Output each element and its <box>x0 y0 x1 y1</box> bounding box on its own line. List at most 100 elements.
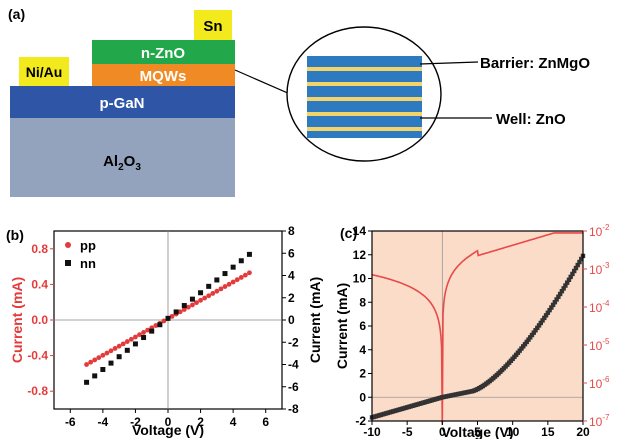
pp-point <box>177 309 183 315</box>
y-right-tick-label: -8 <box>288 402 299 416</box>
y-left-tick-label: 0.8 <box>31 242 48 256</box>
linear-current-point <box>538 320 543 326</box>
linear-current-point <box>559 288 565 294</box>
x-tick-label: 5 <box>474 425 481 439</box>
nn-point <box>141 335 147 341</box>
y-right-tick-label: 10-7 <box>589 413 610 429</box>
linear-current-point <box>526 337 531 342</box>
x-tick-label: 0 <box>165 415 172 429</box>
x-tick-label: 0 <box>439 425 446 439</box>
y-right-tick-label: -4 <box>288 358 299 372</box>
x-tick-label: 15 <box>541 425 555 439</box>
y-right-tick-label: 10-6 <box>589 375 610 391</box>
pp-point <box>141 330 146 335</box>
nzno-label: n-ZnO <box>141 45 185 62</box>
linear-current-point <box>542 315 547 321</box>
nn-point <box>246 251 252 257</box>
nn-point <box>198 290 204 296</box>
pp-point <box>128 336 134 342</box>
nn-point <box>238 258 244 264</box>
pp-point <box>92 357 98 363</box>
nn-point <box>206 283 212 289</box>
y-right-tick-label: -6 <box>288 380 299 394</box>
nn-point <box>165 315 171 321</box>
y-right-tick-exponent: -5 <box>602 337 610 346</box>
linear-current-point <box>570 271 575 277</box>
y-right-tick-label: 10-5 <box>589 337 610 353</box>
y-right-tick-label: 8 <box>288 224 295 238</box>
y-left-tick-label: 14 <box>353 224 367 238</box>
pp-point <box>145 327 151 333</box>
pp-point <box>104 350 110 356</box>
pp-point <box>124 339 130 344</box>
y-right-tick-label: -2 <box>288 335 299 349</box>
nn-point <box>132 341 138 347</box>
nn-point <box>214 277 220 283</box>
barrier-layer <box>307 116 422 127</box>
chart-b: -6 -4 -2 0 2 4 6 -0.8 -0.4 0.0 0.4 0.8 -8 -6 -4 -2 0 2 4 6 8… <box>9 224 323 438</box>
linear-current-point <box>572 268 577 274</box>
pp-point <box>112 346 118 351</box>
pp-point <box>96 355 102 361</box>
pp-point <box>226 281 232 287</box>
y-right-tick-exponent: -6 <box>602 375 610 384</box>
sn-label: Sn <box>203 18 222 35</box>
nzno-layer <box>92 40 235 64</box>
linear-current-point <box>557 291 563 297</box>
y-left-tick-label: 12 <box>353 248 367 262</box>
y-right-tick-exponent: -2 <box>602 223 610 232</box>
pp-point <box>133 334 138 340</box>
y-left-tick-label: 2 <box>359 367 366 381</box>
chart-c: -10 -5 0 5 10 15 20 -2 0 2 4 6 8 10 12 14 10-7 10-6 10-5 10… <box>334 223 610 439</box>
pp-point <box>214 288 220 294</box>
y-right-tick-label: 10-3 <box>589 261 610 277</box>
pp-point <box>120 341 126 347</box>
nn-point <box>116 354 122 360</box>
y-right-tick-label: 10-4 <box>589 299 610 315</box>
niau-contact <box>19 57 69 86</box>
x-tick-label: 6 <box>262 415 269 429</box>
mqw-stack <box>307 56 422 138</box>
pp-point <box>84 362 89 367</box>
nn-point <box>100 367 106 373</box>
linear-current-point <box>528 335 533 340</box>
legend-nn-label: nn <box>80 256 96 271</box>
niau-label: Ni/Au <box>26 64 63 80</box>
linear-current-point <box>529 332 535 338</box>
y-right-tick-exponent: -7 <box>602 413 610 422</box>
pp-point <box>161 318 167 324</box>
linear-current-point <box>577 259 582 265</box>
y-left-tick-label: -2 <box>355 414 366 428</box>
y-left-tick-label: 8 <box>359 295 366 309</box>
pp-point <box>181 307 187 312</box>
mqws-layer <box>92 64 235 86</box>
nn-point <box>189 296 195 302</box>
well-layer <box>307 127 422 131</box>
pp-point <box>100 352 106 358</box>
y-right-tick-label: 2 <box>288 291 295 305</box>
y-left-axis-label: Current (mA) <box>334 283 350 369</box>
linear-current-point <box>556 294 561 299</box>
y-right-tick-label: 4 <box>288 269 295 283</box>
pp-point <box>116 343 122 349</box>
nn-point <box>173 309 179 315</box>
pp-point <box>218 286 224 292</box>
linear-current-point <box>561 286 566 291</box>
nn-point <box>124 347 130 353</box>
legend-pp-marker <box>65 242 71 248</box>
panel-a-label: (a) <box>8 6 25 22</box>
linear-current-point <box>573 265 579 271</box>
linear-current-point <box>536 323 542 328</box>
pp-point <box>222 284 228 289</box>
pp-point <box>210 291 216 296</box>
linear-current-point <box>522 341 528 347</box>
pp-point <box>190 302 195 308</box>
pp-point <box>153 323 159 328</box>
pp-point <box>88 359 94 365</box>
nn-point <box>84 379 90 385</box>
pp-point <box>198 297 203 303</box>
y-left-tick-label: -0.8 <box>27 384 48 398</box>
well-layer <box>307 97 422 101</box>
barrier-layer <box>307 101 422 112</box>
